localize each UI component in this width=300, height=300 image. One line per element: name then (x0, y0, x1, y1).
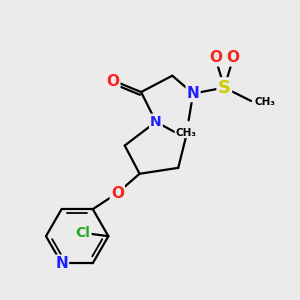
Text: CH₃: CH₃ (175, 128, 196, 138)
Text: O: O (209, 50, 222, 65)
Text: O: O (111, 186, 124, 201)
Text: CH₃: CH₃ (254, 98, 275, 107)
Text: N: N (150, 115, 162, 129)
Text: O: O (227, 50, 240, 65)
Text: N: N (55, 256, 68, 271)
Text: S: S (218, 79, 231, 97)
Text: N: N (187, 86, 200, 101)
Text: Cl: Cl (76, 226, 91, 240)
Text: O: O (106, 74, 119, 89)
